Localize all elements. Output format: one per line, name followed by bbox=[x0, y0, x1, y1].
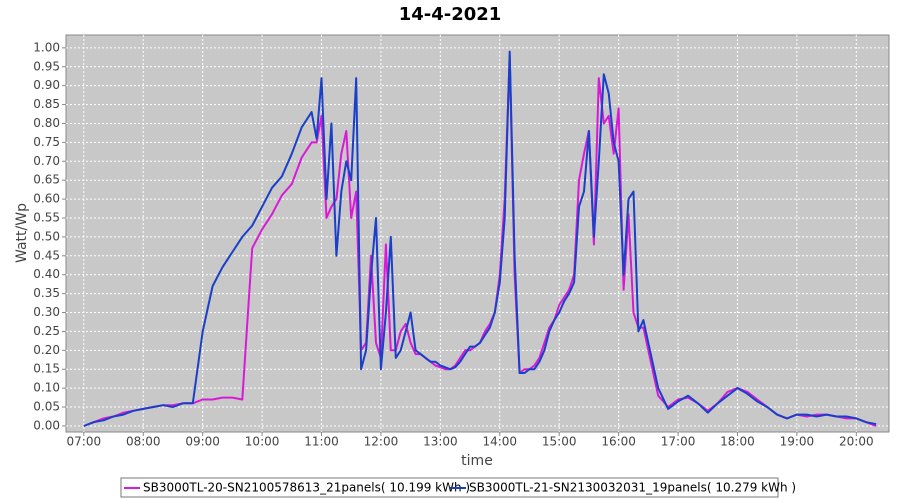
y-tick-label: 0.05 bbox=[33, 400, 60, 414]
chart-title: 14-4-2021 bbox=[399, 4, 502, 25]
x-tick-label: 20:00 bbox=[839, 435, 874, 449]
x-tick-label: 12:00 bbox=[364, 435, 399, 449]
x-tick-label: 16:00 bbox=[601, 435, 636, 449]
y-tick-label: 0.25 bbox=[33, 324, 60, 338]
y-tick-label: 0.10 bbox=[33, 381, 60, 395]
x-tick-label: 15:00 bbox=[542, 435, 577, 449]
x-tick-label: 10:00 bbox=[245, 435, 280, 449]
y-axis-label: Watt/Wp bbox=[14, 203, 30, 263]
legend bbox=[120, 477, 779, 498]
y-tick-label: 0.90 bbox=[33, 78, 60, 92]
legend-label: SB3000TL-21-SN2130032031_19panels( 10.27… bbox=[469, 481, 796, 495]
y-tick-label: 0.80 bbox=[33, 116, 60, 130]
y-tick-label: 0.75 bbox=[33, 135, 60, 149]
y-tick-label: 0.95 bbox=[33, 59, 60, 73]
x-tick-label: 18:00 bbox=[720, 435, 755, 449]
y-tick-label: 0.70 bbox=[33, 154, 60, 168]
plot-area bbox=[65, 34, 890, 433]
y-tick-label: 0.50 bbox=[33, 229, 60, 243]
x-tick-label: 19:00 bbox=[780, 435, 815, 449]
y-tick-label: 0.85 bbox=[33, 97, 60, 111]
x-tick-label: 08:00 bbox=[126, 435, 161, 449]
y-tick-label: 0.55 bbox=[33, 210, 60, 224]
x-tick-label: 07:00 bbox=[67, 435, 102, 449]
y-tick-label: 0.65 bbox=[33, 173, 60, 187]
y-tick-label: 0.45 bbox=[33, 248, 60, 262]
x-tick-label: 09:00 bbox=[185, 435, 220, 449]
legend-label: SB3000TL-20-SN2100578613_21panels( 10.19… bbox=[143, 481, 470, 495]
y-tick-label: 0.15 bbox=[33, 362, 60, 376]
x-tick-label: 17:00 bbox=[661, 435, 696, 449]
y-tick-label: 0.40 bbox=[33, 267, 60, 281]
y-tick-label: 1.00 bbox=[33, 40, 60, 54]
y-tick-label: 0.35 bbox=[33, 286, 60, 300]
x-tick-label: 13:00 bbox=[423, 435, 458, 449]
y-tick-label: 0.30 bbox=[33, 305, 60, 319]
y-tick-label: 0.60 bbox=[33, 192, 60, 206]
x-tick-label: 11:00 bbox=[304, 435, 339, 449]
x-axis-label: time bbox=[461, 453, 493, 469]
y-tick-label: 0.00 bbox=[33, 418, 60, 432]
series-line bbox=[83, 50, 877, 427]
y-tick-label: 0.20 bbox=[33, 343, 60, 357]
x-tick-label: 14:00 bbox=[482, 435, 517, 449]
